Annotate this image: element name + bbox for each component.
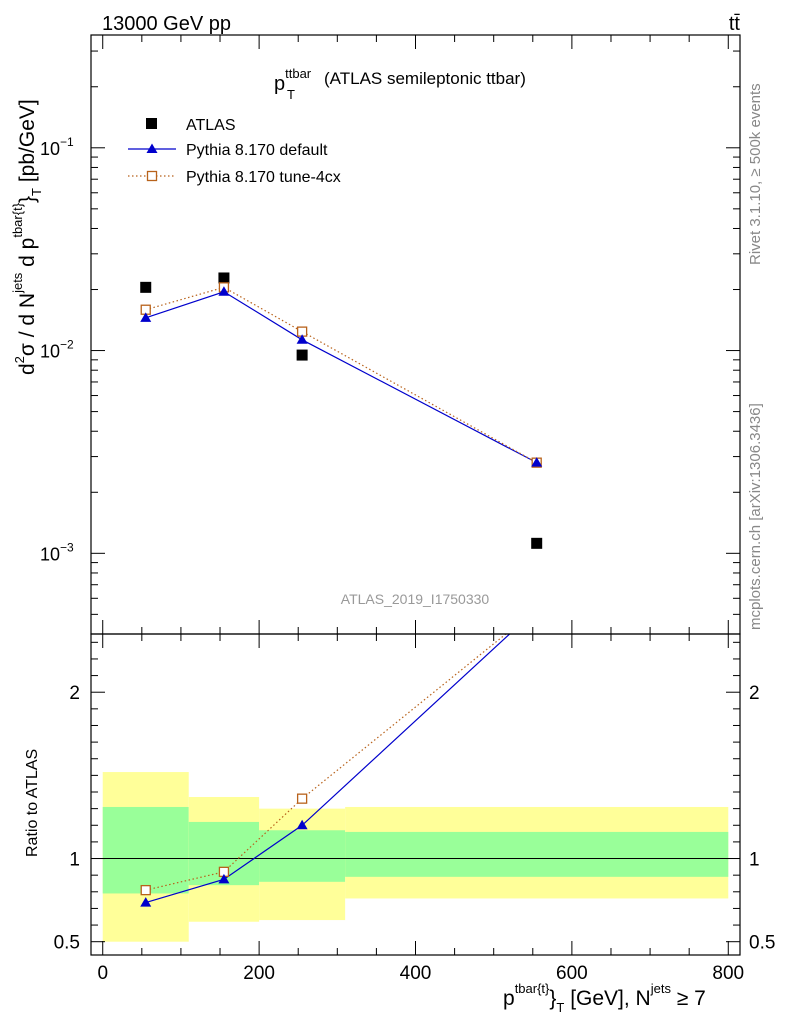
x-tick-label: 800 xyxy=(712,963,744,984)
atlas-data-point xyxy=(531,537,543,549)
ratio-inner-band xyxy=(345,831,729,877)
pythia-default-ratio-line xyxy=(145,634,511,904)
main-y-tick-label: 10−2 xyxy=(40,338,74,362)
rivet-label: Rivet 3.1.10, ≥ 500k events xyxy=(747,83,764,265)
ratio-inner-band xyxy=(259,830,346,882)
pythia-default-point xyxy=(218,286,230,296)
legend-marker-pythia-default xyxy=(146,143,158,153)
pythia-tune4cx-ratio-point xyxy=(140,884,151,896)
x-axis-label: ptbar{t}}T [GeV], Njets ≥ 7 xyxy=(503,981,706,1015)
pythia-default-ratio-point xyxy=(296,819,308,830)
pythia-default-point xyxy=(531,457,543,467)
axes xyxy=(90,34,741,956)
atlas-data-point xyxy=(140,281,152,293)
main-y-tick-label: 10−1 xyxy=(40,135,74,159)
legend-marker-pythia-tune4cx xyxy=(146,170,158,182)
atlas-data-point xyxy=(218,272,230,284)
x-tick-label: 600 xyxy=(556,963,588,984)
process-label: tt̄ xyxy=(729,13,741,35)
site-label: mcplots.cern.ch [arXiv:1306.3436] xyxy=(747,403,764,630)
legend-label-pythia-default: Pythia 8.170 default xyxy=(186,142,328,159)
ratio-y-tick-label-left: 2 xyxy=(69,683,80,704)
plot-title: pttbar T(ATLAS semileptonic ttbar) xyxy=(274,66,526,102)
x-tick-label: 200 xyxy=(243,963,275,984)
pythia-tune4cx-ratio-line xyxy=(145,634,507,891)
legend-label-atlas: ATLAS xyxy=(186,117,236,134)
legend: ATLAS Pythia 8.170 default Pythia 8.170 … xyxy=(128,117,341,186)
data-series xyxy=(140,272,543,907)
analysis-id: ATLAS_2019_I1750330 xyxy=(341,591,490,607)
atlas-data-point xyxy=(296,349,308,361)
ratio-y-tick-label-right: 0.5 xyxy=(749,933,775,954)
pythia-default-point xyxy=(296,334,308,344)
ratio-bands xyxy=(102,772,729,942)
legend-marker-atlas xyxy=(146,118,157,129)
pythia-tune4cx-ratio-point xyxy=(296,793,308,804)
ratio-y-tick-label-left: 1 xyxy=(69,850,80,871)
ratio-y-tick-label-left: 0.5 xyxy=(54,933,80,954)
pythia-default-main-line xyxy=(145,291,537,464)
ratio-y-axis-label: Ratio to ATLAS xyxy=(24,749,41,857)
pythia-default-point xyxy=(140,312,152,322)
ratio-y-tick-label-right: 1 xyxy=(749,850,760,871)
x-tick-label: 0 xyxy=(97,963,108,984)
tick-labels: 10−1 10−2 10−3 0.5 0.5 1 1 2 2 0 200 400 600 800 xyxy=(40,135,775,984)
pythia-tune4cx-main-line xyxy=(145,286,537,464)
pythia-default-ratio-point xyxy=(218,873,230,884)
main-y-tick-label: 10−3 xyxy=(40,540,74,564)
energy-label: 13000 GeV pp xyxy=(102,13,231,35)
x-tick-label: 400 xyxy=(400,963,432,984)
ratio-y-tick-label-right: 2 xyxy=(749,683,760,704)
pythia-default-ratio-point xyxy=(140,897,152,907)
legend-label-pythia-tune4cx: Pythia 8.170 tune-4cx xyxy=(186,169,341,186)
ratio-inner-band xyxy=(102,806,189,894)
main-y-axis-label: d2σ / d Njets d ptbar{t}}T [pb/GeV] xyxy=(10,99,44,375)
